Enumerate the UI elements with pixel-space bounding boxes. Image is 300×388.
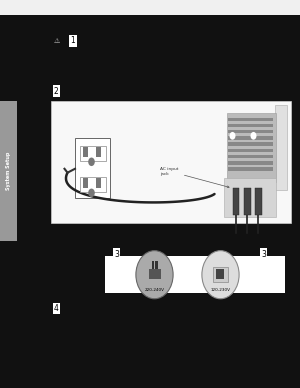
Bar [228, 124, 273, 127]
Bar [0, 0, 300, 15]
Circle shape [136, 251, 173, 299]
Text: 1: 1 [70, 36, 75, 45]
Text: AC input
jack: AC input jack [160, 167, 229, 188]
Text: System Setup: System Setup [6, 152, 11, 190]
Bar [228, 167, 273, 171]
Bar [274, 105, 286, 190]
Bar [228, 118, 273, 121]
Bar [232, 188, 239, 215]
Bar [105, 256, 285, 293]
Bar [228, 161, 273, 165]
Bar [152, 261, 154, 269]
Bar [228, 155, 273, 158]
Bar [255, 188, 262, 215]
Bar [51, 101, 291, 223]
Bar [80, 177, 106, 192]
Bar [228, 130, 273, 133]
Bar [228, 142, 273, 146]
Bar [224, 178, 276, 217]
Bar [244, 188, 250, 215]
Bar [96, 178, 100, 188]
Bar [96, 147, 100, 157]
Bar [80, 146, 106, 161]
Bar [0, 101, 16, 241]
Circle shape [202, 251, 239, 299]
Circle shape [88, 189, 95, 197]
Bar [83, 178, 88, 188]
Text: 120-230V: 120-230V [211, 288, 230, 291]
Circle shape [250, 132, 256, 140]
Bar [155, 261, 158, 269]
Text: ⚠: ⚠ [54, 38, 60, 44]
Bar [216, 269, 224, 279]
Text: 4: 4 [54, 304, 59, 313]
Circle shape [88, 158, 95, 166]
Bar [228, 149, 273, 152]
Bar [75, 138, 110, 198]
Circle shape [230, 132, 236, 140]
Text: 2: 2 [54, 87, 59, 96]
Bar [228, 136, 273, 140]
Bar [226, 113, 276, 182]
Bar [213, 267, 228, 282]
Bar [83, 147, 88, 157]
Text: 220-240V: 220-240V [145, 288, 164, 291]
Text: 3: 3 [114, 249, 119, 259]
Bar [148, 269, 160, 279]
Text: 3: 3 [261, 249, 266, 259]
